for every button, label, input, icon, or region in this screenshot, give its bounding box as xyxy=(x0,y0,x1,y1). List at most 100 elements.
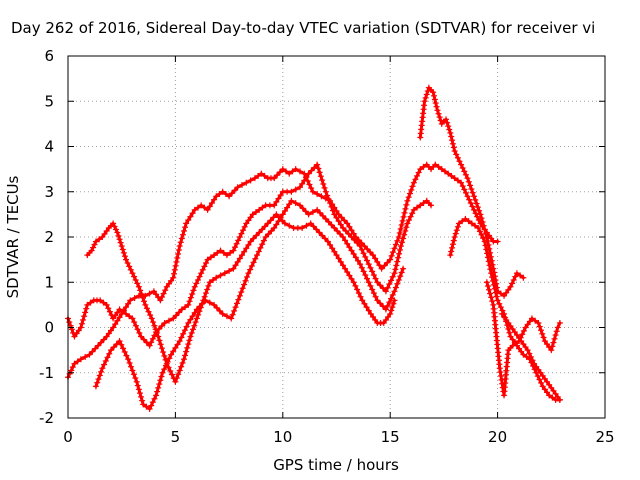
data-point xyxy=(161,352,168,359)
data-point xyxy=(369,286,376,293)
data-point xyxy=(82,309,89,316)
data-point xyxy=(370,272,377,279)
data-point xyxy=(482,242,489,249)
data-point xyxy=(122,304,129,311)
data-point xyxy=(157,341,164,348)
data-point xyxy=(391,288,398,295)
data-point xyxy=(191,206,198,213)
data-point xyxy=(424,88,431,95)
data-point xyxy=(121,348,128,355)
data-point xyxy=(131,295,138,302)
data-point xyxy=(302,208,309,215)
data-point xyxy=(414,204,421,211)
x-axis-label: GPS time / hours xyxy=(273,456,399,474)
data-point xyxy=(391,270,398,277)
data-point xyxy=(346,272,353,279)
data-point xyxy=(142,301,149,308)
data-point xyxy=(397,243,404,250)
data-point xyxy=(503,289,510,296)
chart-title: Day 262 of 2016, Sidereal Day-to-day VTE… xyxy=(11,19,595,37)
data-point xyxy=(189,313,196,320)
data-point xyxy=(350,279,357,286)
data-point xyxy=(100,299,107,306)
data-point xyxy=(118,341,125,348)
data-point xyxy=(220,249,227,256)
data-point xyxy=(556,319,563,326)
data-point xyxy=(125,356,132,363)
data-point xyxy=(187,294,194,301)
data-point xyxy=(201,293,208,300)
data-point xyxy=(470,193,477,200)
data-point xyxy=(342,265,349,272)
data-point xyxy=(133,378,140,385)
data-point xyxy=(155,384,162,391)
data-point xyxy=(382,316,389,323)
data-point xyxy=(308,185,315,192)
data-point xyxy=(179,359,186,366)
data-point xyxy=(400,265,407,272)
data-point xyxy=(552,390,559,397)
data-point xyxy=(520,327,527,334)
data-point xyxy=(267,217,274,224)
data-point xyxy=(403,224,410,231)
data-point xyxy=(484,254,491,261)
data-point xyxy=(339,262,346,269)
x-tick-label: 10 xyxy=(273,428,292,446)
data-point xyxy=(449,137,456,144)
data-point xyxy=(479,218,486,225)
data-point xyxy=(333,252,340,259)
data-point xyxy=(398,269,405,276)
data-point xyxy=(257,244,264,251)
data-point xyxy=(328,203,335,210)
data-point xyxy=(458,161,465,168)
data-point xyxy=(256,206,263,213)
y-tick-label: -1 xyxy=(39,364,54,382)
data-point xyxy=(474,213,481,220)
data-point xyxy=(168,371,175,378)
data-point xyxy=(478,215,485,222)
data-point xyxy=(513,332,520,339)
data-point xyxy=(310,223,317,230)
data-point xyxy=(483,234,490,240)
data-point xyxy=(462,171,469,178)
data-point xyxy=(351,237,358,244)
data-point xyxy=(465,178,472,185)
data-point xyxy=(401,209,408,216)
data-point xyxy=(259,226,266,233)
data-point xyxy=(412,176,419,183)
data-point xyxy=(253,232,260,239)
data-point xyxy=(198,270,205,277)
data-point xyxy=(469,189,476,196)
data-point xyxy=(97,339,104,346)
data-point xyxy=(88,247,95,254)
data-point xyxy=(384,284,391,291)
data-point xyxy=(112,312,119,319)
data-point xyxy=(122,310,129,317)
data-point xyxy=(86,351,93,358)
data-point xyxy=(134,326,141,333)
data-point xyxy=(417,202,424,209)
data-point xyxy=(372,316,379,323)
data-point xyxy=(230,247,237,254)
data-point xyxy=(329,207,336,214)
data-point xyxy=(528,315,535,322)
data-point xyxy=(116,306,123,313)
data-point xyxy=(491,285,498,292)
data-point xyxy=(227,249,234,256)
data-point xyxy=(464,175,471,182)
data-point xyxy=(187,316,194,323)
data-point xyxy=(503,316,510,323)
data-point xyxy=(247,266,254,273)
data-point xyxy=(143,403,150,410)
data-point xyxy=(123,352,130,359)
data-point xyxy=(360,268,367,275)
y-tick-label: 4 xyxy=(44,138,54,156)
data-point xyxy=(153,392,160,399)
data-point xyxy=(172,262,179,269)
data-point xyxy=(127,266,134,273)
data-point xyxy=(461,186,468,193)
data-point xyxy=(389,304,396,311)
data-point xyxy=(214,249,221,256)
data-point xyxy=(378,265,385,272)
data-point xyxy=(464,193,471,200)
